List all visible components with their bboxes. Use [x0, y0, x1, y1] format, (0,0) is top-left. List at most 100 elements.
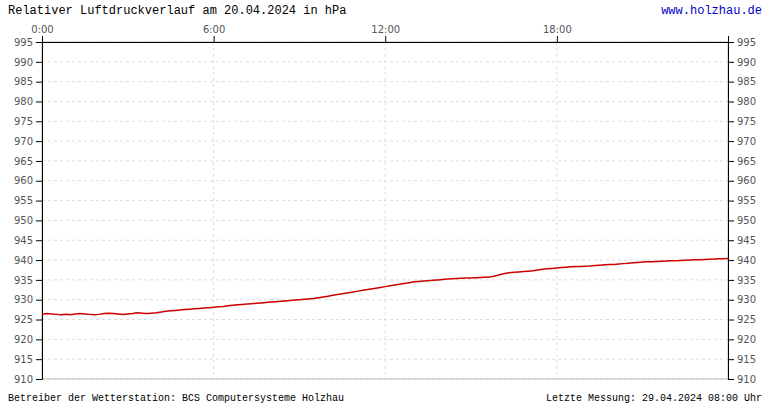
footer-left: Betreiber der Wetterstation: BCS Compute… [8, 393, 344, 404]
plot-area: 0:00 6:00 12:00 18:00 910 915 920 925 930 935 940 9… [14, 24, 756, 385]
grid-line-y [42, 240, 728, 241]
y2-tick: 915 [728, 354, 756, 365]
y2-tick: 975 [728, 116, 756, 127]
y-tick: 955 [14, 195, 42, 206]
grid-line-x [213, 42, 214, 379]
y2-tick-label: 950 [737, 215, 756, 226]
y-tick-mark [36, 260, 42, 261]
x-tick-mark [214, 36, 215, 42]
x-tick-mark [385, 36, 386, 42]
x-tick-mark [42, 36, 43, 42]
x-tick: 0:00 [31, 24, 53, 42]
y-tick-mark [36, 379, 42, 380]
grid-line-x [385, 42, 386, 379]
y-tick-mark [36, 161, 42, 162]
y-tick-mark [36, 121, 42, 122]
y2-tick: 955 [728, 195, 756, 206]
y2-tick-mark [728, 220, 734, 221]
grid-line-y [42, 279, 728, 280]
y-tick-mark [36, 101, 42, 102]
y2-tick-mark [728, 101, 734, 102]
x-tick: 18:00 [543, 24, 572, 42]
y-tick: 945 [14, 235, 42, 246]
grid-line-y [42, 299, 728, 300]
url-text: www.holzhau.de [661, 4, 762, 18]
y-tick: 985 [14, 76, 42, 87]
y-tick-label: 965 [14, 156, 33, 167]
y2-tick-label: 945 [737, 235, 756, 246]
y2-tick: 925 [728, 314, 756, 325]
y2-tick-mark [728, 359, 734, 360]
y2-tick: 995 [728, 37, 756, 48]
plot-frame [42, 42, 728, 379]
y2-tick: 920 [728, 334, 756, 345]
grid-line-y [42, 359, 728, 360]
title: Relativer Luftdruckverlauf am 20.04.2024… [8, 4, 346, 18]
y2-tick: 945 [728, 235, 756, 246]
grid-line-y [42, 81, 728, 82]
y-tick-label: 940 [14, 255, 33, 266]
y2-tick-label: 955 [737, 195, 756, 206]
y2-tick: 960 [728, 175, 756, 186]
chart: 0:00 6:00 12:00 18:00 910 915 920 925 930 935 940 9… [0, 0, 770, 409]
y-tick: 920 [14, 334, 42, 345]
y2-tick: 990 [728, 57, 756, 68]
y-tick: 995 [14, 37, 42, 48]
grid-line-y [42, 180, 728, 181]
y-tick-mark [36, 181, 42, 182]
y-tick-label: 970 [14, 136, 33, 147]
y2-tick-label: 910 [737, 374, 756, 385]
y2-tick-label: 925 [737, 314, 756, 325]
y-tick: 910 [14, 374, 42, 385]
grid-line-y [42, 200, 728, 201]
y2-tick: 935 [728, 275, 756, 286]
y-tick: 940 [14, 255, 42, 266]
y2-tick-mark [728, 260, 734, 261]
x-tick: 12:00 [371, 24, 400, 42]
y2-tick-label: 970 [737, 136, 756, 147]
y2-tick-label: 920 [737, 334, 756, 345]
pressure-line [42, 258, 728, 314]
y-tick-mark [36, 220, 42, 221]
y-tick: 930 [14, 294, 42, 305]
y2-tick-label: 930 [737, 294, 756, 305]
y2-tick-mark [728, 300, 734, 301]
y-tick: 975 [14, 116, 42, 127]
y-tick-label: 955 [14, 195, 33, 206]
y-tick: 915 [14, 354, 42, 365]
y2-tick-label: 960 [737, 175, 756, 186]
y2-tick-mark [728, 141, 734, 142]
y2-tick: 930 [728, 294, 756, 305]
y2-tick-label: 990 [737, 57, 756, 68]
y2-tick: 940 [728, 255, 756, 266]
y-tick: 960 [14, 175, 42, 186]
y-tick-label: 910 [14, 374, 33, 385]
y2-tick-label: 940 [737, 255, 756, 266]
grid-line-y [42, 220, 728, 221]
y-tick: 990 [14, 57, 42, 68]
y-tick-mark [36, 300, 42, 301]
y2-tick: 985 [728, 76, 756, 87]
x-tick-label: 12:00 [371, 24, 400, 35]
y-tick-mark [36, 359, 42, 360]
grid-line-y [42, 319, 728, 320]
y2-tick-mark [728, 121, 734, 122]
y-tick: 970 [14, 136, 42, 147]
y-tick-mark [36, 82, 42, 83]
y2-tick: 965 [728, 156, 756, 167]
y2-tick-label: 915 [737, 354, 756, 365]
y-tick: 925 [14, 314, 42, 325]
y2-tick: 950 [728, 215, 756, 226]
x-tick: 6:00 [203, 24, 225, 42]
y2-tick: 980 [728, 96, 756, 107]
y2-tick-label: 975 [737, 116, 756, 127]
y-axis: 9109159209259309359409459509559609659709… [14, 37, 43, 385]
y-tick-label: 960 [14, 175, 33, 186]
y-tick-label: 925 [14, 314, 33, 325]
y-tick: 980 [14, 96, 42, 107]
y2-tick-mark [728, 379, 734, 380]
y2-tick-label: 985 [737, 76, 756, 87]
y2-tick-mark [728, 339, 734, 340]
y2-tick-mark [728, 181, 734, 182]
y-tick-label: 915 [14, 354, 33, 365]
